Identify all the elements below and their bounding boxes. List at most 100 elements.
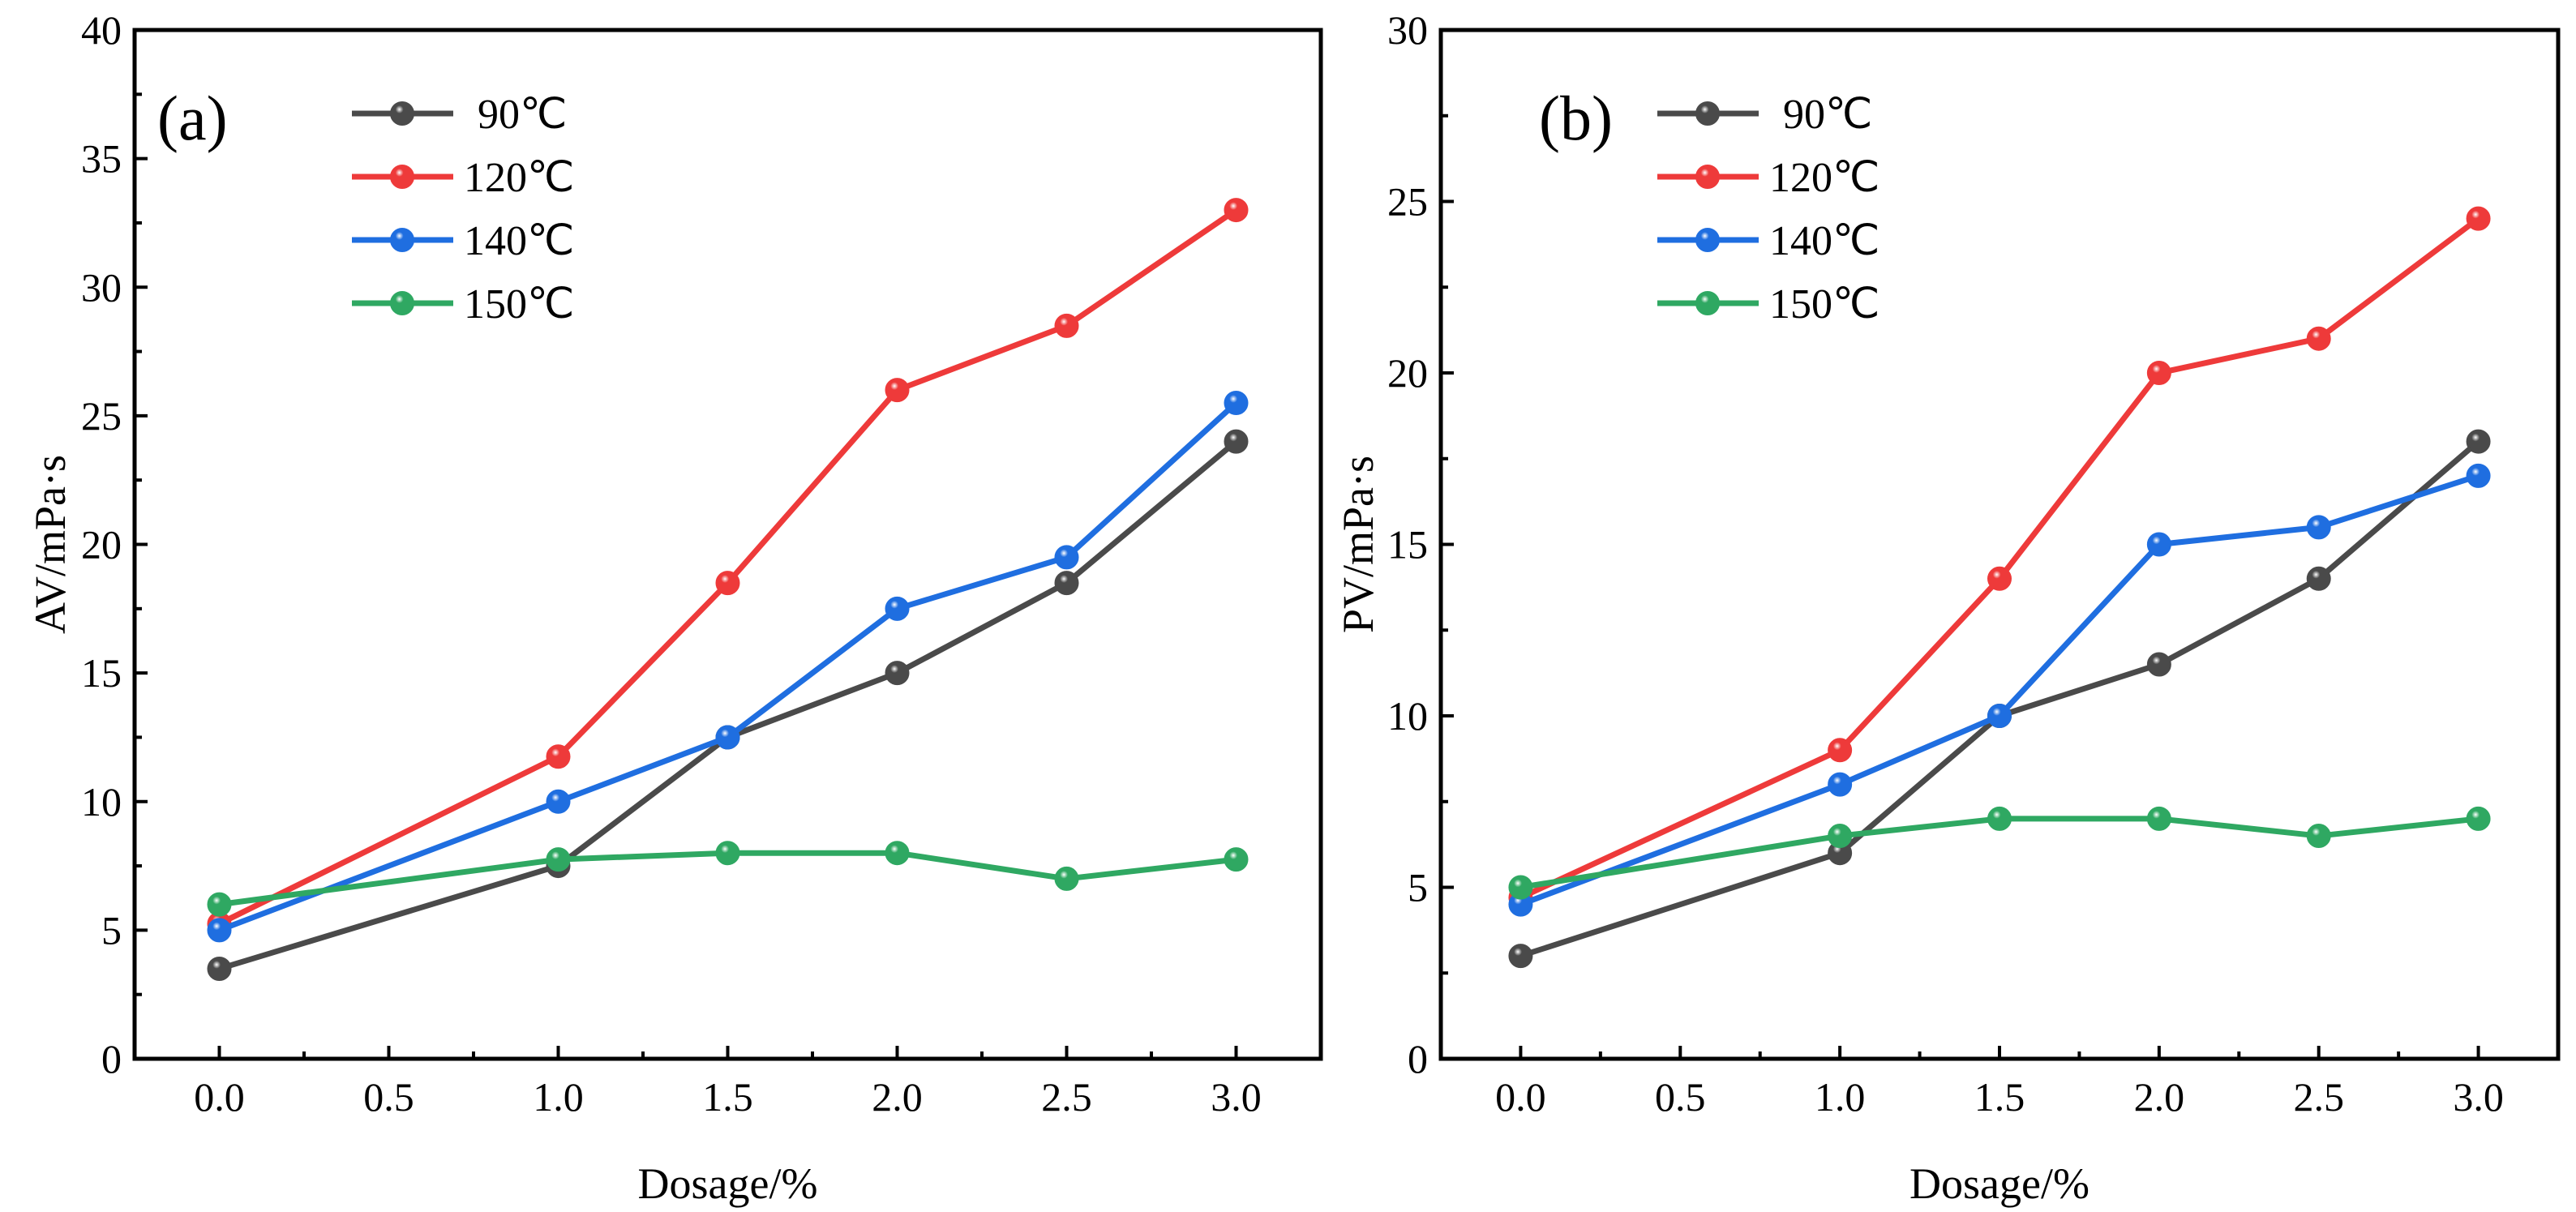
data-point	[546, 847, 571, 872]
y-tick-label: 0	[101, 1036, 122, 1081]
y-tick-label: 30	[1387, 7, 1428, 53]
x-tick-label: 0.5	[363, 1074, 414, 1120]
y-tick-label: 25	[1387, 179, 1428, 225]
series-150C: 150℃	[207, 281, 1249, 917]
legend-label: 120℃	[1769, 155, 1879, 201]
data-point	[715, 725, 740, 750]
series-line	[1519, 439, 2480, 959]
data-point	[2466, 463, 2491, 488]
data-point	[1508, 875, 1533, 900]
x-tick-label: 2.5	[2293, 1074, 2344, 1120]
x-tick-label: 0.5	[1655, 1074, 1706, 1120]
panel-label: (a)	[157, 83, 228, 153]
series-140C: 140℃	[207, 218, 1249, 943]
data-point	[1224, 847, 1249, 872]
y-tick-label: 0	[1408, 1036, 1428, 1081]
data-point	[2306, 515, 2331, 540]
legend-label: 120℃	[464, 155, 574, 201]
data-point	[546, 744, 571, 769]
legend-label: 150℃	[1769, 281, 1879, 328]
data-point	[1828, 772, 1853, 797]
data-point	[885, 596, 910, 621]
x-tick-label: 0.0	[1495, 1074, 1546, 1120]
data-point	[715, 841, 740, 866]
legend-label: 90℃	[1783, 92, 1872, 138]
y-tick-label: 10	[81, 779, 122, 824]
data-point	[2146, 361, 2171, 385]
series-line	[1519, 216, 2480, 901]
data-point	[1054, 866, 1079, 891]
x-tick-label: 2.0	[872, 1074, 923, 1120]
x-tick-label: 3.0	[1211, 1074, 1262, 1120]
series-line	[1519, 816, 2479, 890]
y-tick-label: 20	[1387, 350, 1428, 396]
series-line	[218, 400, 1238, 933]
y-tick-label: 5	[1408, 865, 1428, 910]
legend-label: 90℃	[478, 92, 567, 138]
x-tick-label: 1.5	[1974, 1074, 2025, 1120]
data-point	[885, 661, 910, 686]
legend-marker	[1695, 228, 1720, 252]
y-tick-label: 35	[81, 136, 122, 182]
data-point	[546, 789, 571, 814]
legend-marker	[1695, 101, 1720, 126]
x-axis-label: Dosage/%	[1909, 1159, 2090, 1208]
legend-label: 140℃	[1769, 218, 1879, 264]
series-line	[1519, 473, 2480, 907]
y-axis-label: PV/mPa·s	[1334, 456, 1382, 633]
data-point	[2466, 429, 2491, 454]
legend-marker	[1695, 165, 1720, 189]
x-tick-label: 0.0	[194, 1074, 245, 1120]
y-tick-label: 25	[81, 393, 122, 439]
data-point	[2146, 532, 2171, 557]
data-point	[1987, 566, 2012, 591]
data-point	[2466, 806, 2491, 831]
data-point	[2146, 806, 2171, 831]
legend-marker	[1695, 291, 1720, 315]
legend-marker	[390, 101, 414, 126]
data-point	[207, 918, 232, 943]
series-150C: 150℃	[1508, 281, 2491, 900]
y-tick-label: 15	[1387, 522, 1428, 567]
plot-frame	[1438, 28, 2561, 1061]
data-point	[885, 841, 910, 866]
data-point	[2306, 326, 2331, 351]
y-tick-label: 15	[81, 650, 122, 696]
data-point	[2466, 206, 2491, 231]
legend-marker	[390, 228, 414, 252]
y-axis-label: AV/mPa·s	[26, 455, 75, 634]
x-tick-label: 2.5	[1041, 1074, 1092, 1120]
series-120C: 120℃	[1508, 155, 2491, 910]
data-point	[1054, 571, 1079, 596]
legend-label: 140℃	[464, 218, 574, 264]
data-point	[1054, 313, 1079, 338]
data-point	[2146, 652, 2171, 677]
legend-marker	[390, 165, 414, 189]
x-tick-label: 1.5	[702, 1074, 753, 1120]
data-point	[1224, 198, 1249, 223]
legend-label: 150℃	[464, 281, 574, 328]
chart-panel-b: 0 5 10 15 20 25 30 0.0 0.5 1.0 1.5 2.0 2.5 3.0 Dosage/…	[1334, 7, 2561, 1208]
data-point	[885, 378, 910, 403]
legend-marker	[390, 291, 414, 315]
data-point	[1828, 738, 1853, 763]
y-tick-label: 5	[101, 907, 122, 953]
x-tick-label: 2.0	[2134, 1074, 2185, 1120]
data-point	[1224, 429, 1249, 454]
panel-label: (b)	[1539, 83, 1613, 153]
data-point	[207, 956, 232, 981]
x-tick-label: 3.0	[2453, 1074, 2504, 1120]
y-tick-label: 10	[1387, 693, 1428, 739]
series-line	[219, 850, 1237, 908]
data-point	[207, 892, 232, 917]
x-axis-label: Dosage/%	[638, 1159, 818, 1208]
data-point	[715, 571, 740, 596]
y-tick-label: 40	[81, 7, 122, 53]
chart-panel-a: 0 5 10 15 20 25 30 35 40 0.0 0.5 1.0 1.5 2.0 2.5 3.0 Dos…	[26, 7, 1323, 1208]
data-point	[1987, 806, 2012, 831]
data-point	[1054, 545, 1079, 570]
series-120C: 120℃	[207, 155, 1249, 936]
data-point	[1508, 944, 1533, 969]
data-point	[1224, 391, 1249, 416]
